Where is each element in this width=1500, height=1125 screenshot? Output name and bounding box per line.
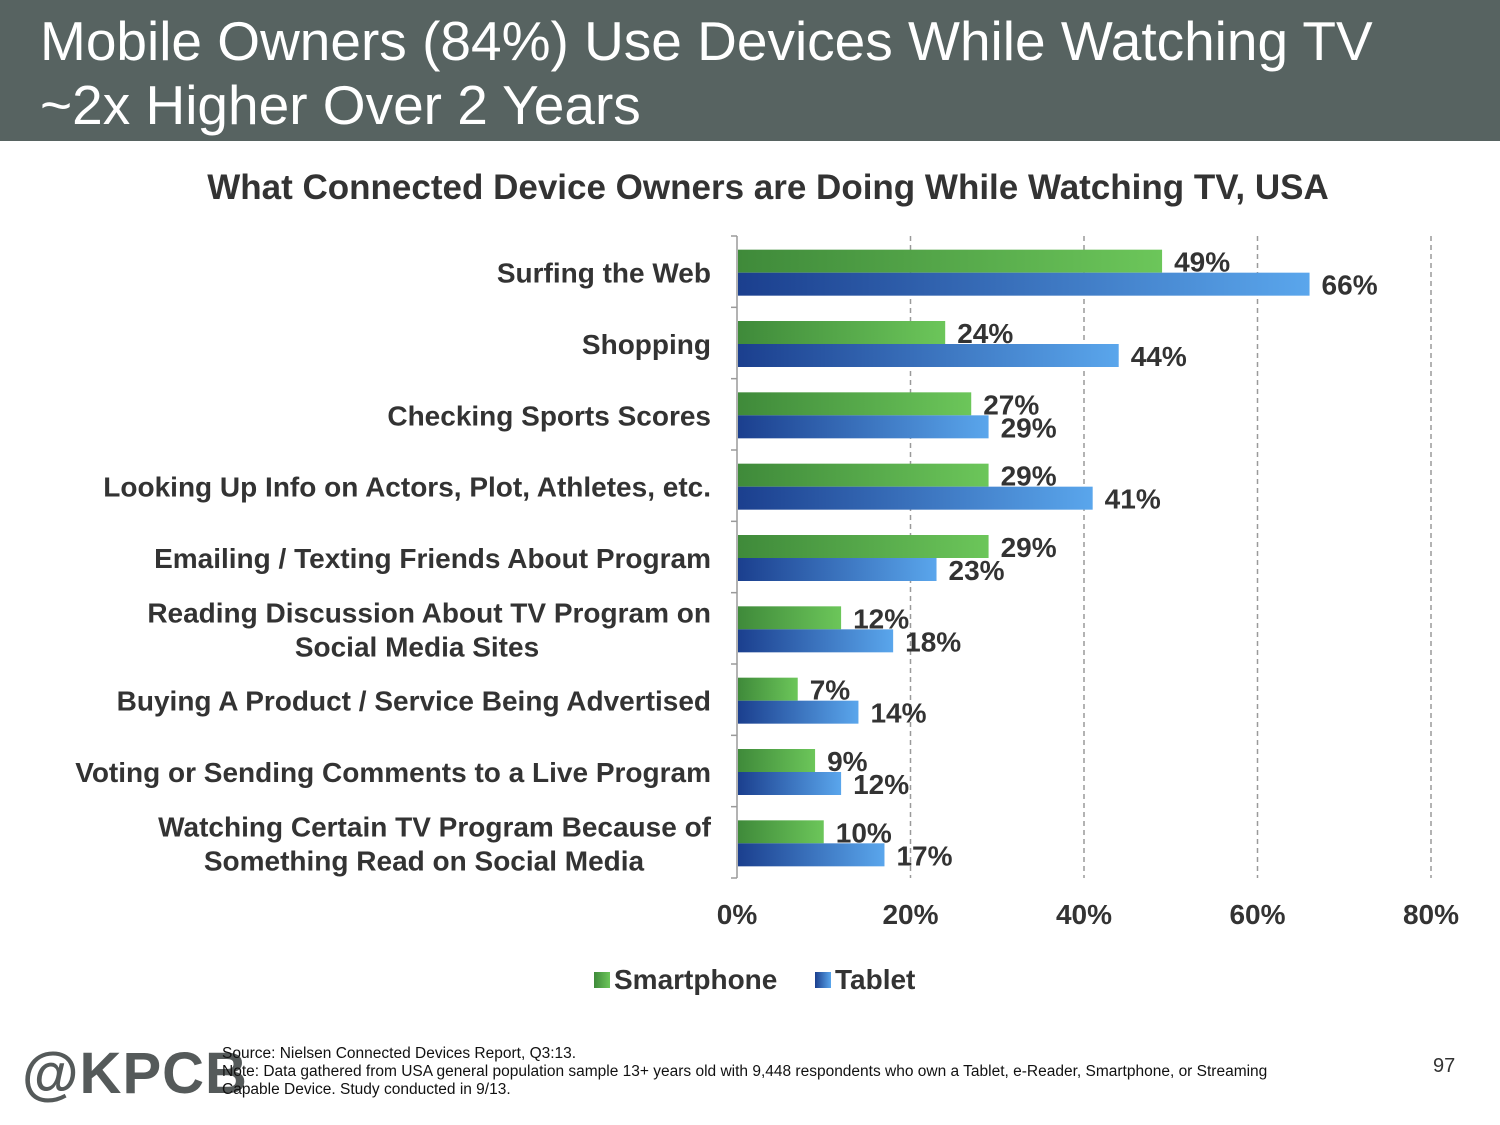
category-label: Watching Certain TV Program Because of: [158, 811, 712, 842]
legend-swatch-smartphone: [594, 972, 610, 988]
legend-swatch-tablet: [815, 972, 831, 988]
tablet-bar: [738, 272, 1310, 296]
tablet-bar: [738, 486, 1093, 510]
category-label: Reading Discussion About TV Program on: [147, 597, 711, 628]
smartphone-value-label: 29%: [1001, 532, 1057, 563]
tablet-value-label: 17%: [896, 840, 952, 871]
tablet-value-label: 44%: [1131, 341, 1187, 372]
footnote: Source: Nielsen Connected Devices Report…: [222, 1045, 1372, 1099]
smartphone-bar: [738, 677, 798, 701]
x-tick-label: 0%: [717, 899, 758, 930]
smartphone-bar: [738, 606, 842, 630]
category-label: Surfing the Web: [497, 258, 711, 289]
category-label: Buying A Product / Service Being Adverti…: [117, 686, 711, 717]
page-number: 97: [1433, 1055, 1456, 1077]
legend-label-smartphone: Smartphone: [614, 964, 778, 995]
slide-header: Mobile Owners (84%) Use Devices While Wa…: [0, 0, 1500, 141]
slide-title-line-1: Mobile Owners (84%) Use Devices While Wa…: [40, 10, 1373, 72]
smartphone-bar: [738, 463, 989, 487]
footnote-note-line-2: Capable Device. Study conducted in 9/13.: [222, 1081, 511, 1098]
legend-label-tablet: Tablet: [835, 964, 916, 995]
category-label: Emailing / Texting Friends About Program: [154, 543, 711, 574]
smartphone-value-label: 29%: [1001, 461, 1057, 492]
footnote-source: Source: Nielsen Connected Devices Report…: [222, 1045, 577, 1062]
chart-title: What Connected Device Owners are Doing W…: [207, 168, 1329, 207]
x-tick-label: 60%: [1229, 899, 1285, 930]
tablet-bar: [738, 629, 894, 653]
smartphone-value-label: 49%: [1174, 247, 1230, 278]
x-tick-label: 20%: [882, 899, 938, 930]
tablet-value-label: 29%: [1001, 412, 1057, 443]
tablet-value-label: 14%: [870, 698, 926, 729]
category-label: Shopping: [582, 329, 711, 360]
smartphone-value-label: 24%: [957, 318, 1013, 349]
smartphone-value-label: 27%: [983, 389, 1039, 420]
x-tick-label: 80%: [1403, 899, 1459, 930]
x-tick-label: 40%: [1056, 899, 1112, 930]
smartphone-value-label: 9%: [827, 746, 868, 777]
category-label: Something Read on Social Media: [204, 845, 645, 876]
footnote-note-line-1: Note: Data gathered from USA general pop…: [222, 1063, 1268, 1080]
smartphone-value-label: 10%: [836, 817, 892, 848]
smartphone-bar: [738, 392, 972, 416]
smartphone-value-label: 7%: [810, 675, 851, 706]
tablet-value-label: 23%: [949, 555, 1005, 586]
slide-title-line-2: ~2x Higher Over 2 Years: [40, 74, 641, 136]
tablet-bar: [738, 344, 1119, 367]
category-label: Voting or Sending Comments to a Live Pro…: [75, 757, 711, 788]
tablet-bar: [738, 558, 937, 581]
tablet-value-label: 12%: [853, 769, 909, 800]
kpcb-logo: @KPCB: [22, 1041, 248, 1106]
tablet-value-label: 41%: [1105, 484, 1161, 515]
smartphone-bar: [738, 249, 1163, 273]
tablet-bar: [738, 772, 842, 795]
category-label: Looking Up Info on Actors, Plot, Athlete…: [103, 472, 711, 503]
tablet-value-label: 66%: [1322, 270, 1378, 301]
smartphone-bar: [738, 820, 824, 844]
smartphone-bar: [738, 321, 946, 344]
category-label: Social Media Sites: [295, 631, 539, 662]
tablet-bar: [738, 843, 885, 867]
tablet-bar: [738, 700, 859, 724]
smartphone-bar: [738, 749, 816, 772]
smartphone-bar: [738, 535, 989, 558]
smartphone-value-label: 12%: [853, 603, 909, 634]
tablet-bar: [738, 415, 989, 439]
tablet-value-label: 18%: [905, 626, 961, 657]
category-label: Checking Sports Scores: [387, 400, 711, 431]
